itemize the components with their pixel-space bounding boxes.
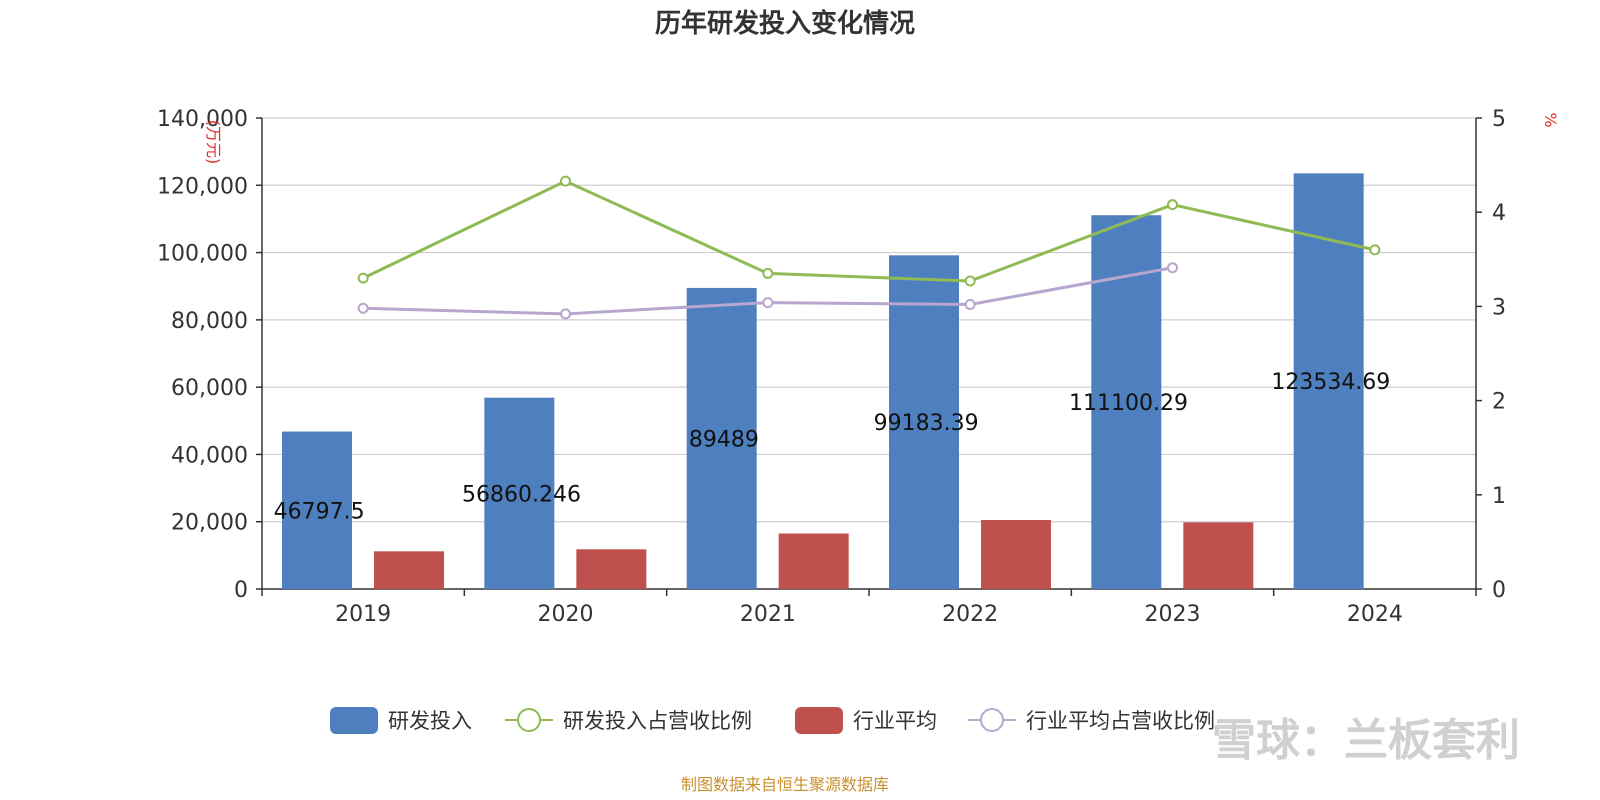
legend-industry-average-label: 行业平均: [853, 709, 937, 733]
line-point: [762, 267, 774, 279]
left-tick-label: 60,000: [171, 376, 248, 401]
bar-value-label: 56860.246: [462, 482, 581, 507]
right-tick-label: 1: [1492, 484, 1506, 509]
legend: 研发投入 研发投入占营收比例 行业平均 行业平均占营收比例: [330, 707, 1215, 734]
x-tick-label: 2022: [942, 602, 998, 627]
line-point: [964, 299, 976, 311]
bar-value-label: 46797.5: [274, 499, 365, 524]
bar-industry-average: [778, 533, 849, 589]
bar-industry-average: [374, 551, 444, 589]
left-tick-label: 80,000: [171, 309, 248, 334]
bar-industry-average: [1183, 522, 1254, 589]
left-tick-label: 140,000: [157, 107, 248, 132]
legend-rd-ratio-label: 研发投入占营收比例: [563, 709, 752, 733]
bar-value-label: 111100.29: [1069, 391, 1188, 416]
line-point: [1369, 244, 1381, 256]
chart-title: 历年研发投入变化情况: [655, 8, 915, 39]
x-tick-label: 2020: [538, 602, 594, 627]
bars-group: [282, 173, 1364, 590]
bar-rd-investment: [484, 397, 555, 589]
lines-group: [357, 175, 1381, 320]
left-tick-label: 20,000: [171, 511, 248, 536]
source-note: 制图数据来自恒生聚源数据库: [681, 775, 889, 794]
right-tick-label: 2: [1492, 390, 1506, 415]
left-axis: 0 20,000 40,000 60,000 80,000 100,000 120,000 1…: [157, 107, 263, 603]
x-tick-label: 2023: [1145, 602, 1201, 627]
left-tick-label: 120,000: [157, 174, 248, 199]
bar-value-label: 123534.69: [1271, 370, 1390, 395]
legend-rd-investment-swatch: [330, 707, 378, 734]
grid-lines: [262, 117, 1476, 523]
right-tick-label: 0: [1492, 578, 1506, 603]
right-tick-label: 5: [1492, 107, 1506, 132]
bar-rd-investment: [686, 287, 757, 589]
right-tick-label: 3: [1492, 295, 1506, 320]
x-tick-label: 2024: [1347, 602, 1403, 627]
legend-rd-ratio-swatch-marker: [517, 708, 541, 732]
left-tick-label: 0: [234, 578, 248, 603]
bar-value-label: 89489: [689, 427, 759, 452]
bar-rd-investment: [889, 255, 959, 590]
x-tick-label: 2019: [335, 602, 391, 627]
right-tick-label: 4: [1492, 201, 1506, 226]
bar-rd-investment: [1293, 173, 1364, 589]
right-axis-unit: %: [1541, 112, 1560, 127]
watermark-text: 雪球：兰板套利: [1212, 715, 1520, 766]
bar-rd-investment: [282, 431, 352, 589]
bar-industry-average: [576, 549, 647, 589]
left-axis-unit: (万元): [204, 120, 223, 165]
left-tick-label: 40,000: [171, 443, 248, 468]
line-point: [964, 275, 976, 287]
line-point: [357, 272, 369, 284]
line-point: [1167, 262, 1178, 274]
line-point: [357, 302, 369, 314]
line-point: [560, 308, 571, 320]
bar-value-label: 99183.39: [874, 411, 979, 436]
line-rd-ratio: [362, 179, 1376, 283]
bar-industry-average: [981, 520, 1051, 589]
legend-industry-ratio-swatch-marker: [980, 708, 1004, 732]
x-axis: 2019 2020 2021 2022 2023 2024: [261, 588, 1477, 627]
data-labels-group: 46797.5 56860.246 89489 99183.39 111100.29 12…: [274, 370, 1391, 524]
line-point: [560, 175, 571, 187]
right-axis: 0 1 2 3 4 5%: [1475, 107, 1560, 603]
legend-industry-average-swatch: [795, 707, 843, 734]
legend-rd-investment-label: 研发投入: [388, 709, 472, 733]
left-tick-label: 100,000: [157, 242, 248, 267]
line-point: [762, 297, 774, 309]
legend-industry-ratio-label: 行业平均占营收比例: [1026, 709, 1215, 733]
x-tick-label: 2021: [740, 602, 796, 627]
line-point: [1167, 199, 1178, 211]
